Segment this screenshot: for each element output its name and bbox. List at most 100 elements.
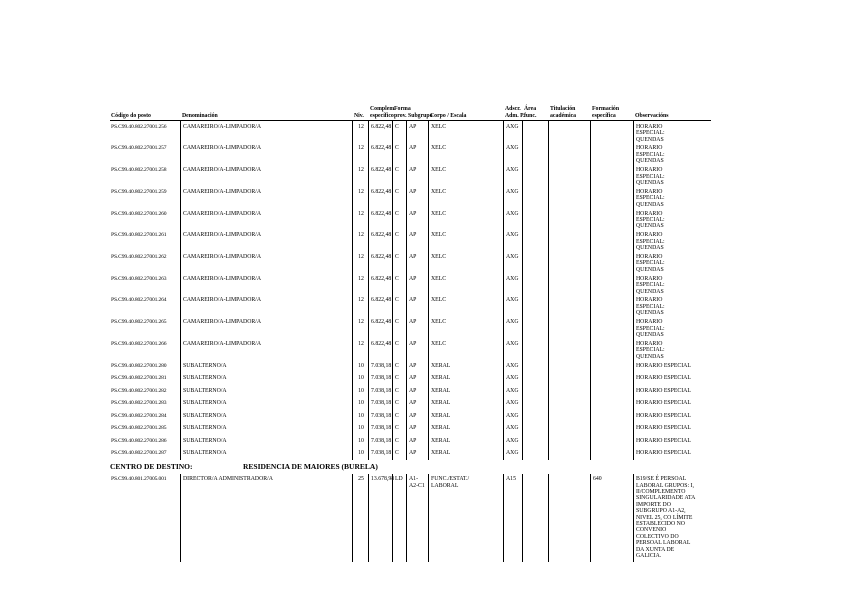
table-row: PS.C99.40.802.27001.257 CAMAREIRO/A-LIMPA… bbox=[110, 142, 711, 165]
cell-area bbox=[522, 397, 548, 411]
cell-complem: 6.822,48 bbox=[368, 273, 392, 295]
cell-formacion bbox=[590, 385, 633, 398]
cell-codigo: PS.C99.40.802.27001.285 bbox=[111, 425, 167, 432]
centro-table-body: PS.C99.40.801.27005.001 DIRECTOR/A ADMINI… bbox=[110, 473, 711, 562]
table-row: PS.C99.40.802.27001.281 SUBALTERNO/A 10 7.0… bbox=[110, 372, 711, 386]
cell-observacions: HORARIO ESPECIAL: QUENDAS bbox=[633, 273, 711, 295]
cell-forma: C bbox=[392, 229, 406, 252]
cell-area bbox=[522, 473, 548, 562]
table-row: PS.C99.40.802.27001.282 SUBALTERNO/A 10 7.0… bbox=[110, 385, 711, 398]
cell-adscr: AXG bbox=[503, 208, 522, 230]
cell-niv: 12 bbox=[352, 121, 368, 143]
cell-denominacion: CAMAREIRO/A-LIMPADOR/A bbox=[180, 338, 352, 361]
cell-forma: C bbox=[392, 208, 406, 230]
cell-niv: 12 bbox=[352, 229, 368, 252]
cell-forma: C bbox=[392, 251, 406, 274]
cell-area bbox=[522, 273, 548, 295]
cell-area bbox=[522, 229, 548, 252]
cell-subgrupo: AP bbox=[406, 410, 428, 423]
column-header-complem: Complem. específico bbox=[370, 106, 396, 119]
cell-corpo: XERAL bbox=[428, 397, 503, 411]
cell-niv: 12 bbox=[352, 251, 368, 274]
column-header-formacion: Formación específica bbox=[592, 106, 620, 119]
cell-adscr: AXG bbox=[503, 447, 522, 461]
cell-area bbox=[522, 338, 548, 361]
cell-denominacion: CAMAREIRO/A-LIMPADOR/A bbox=[180, 121, 352, 143]
cell-formacion bbox=[590, 142, 633, 165]
cell-codigo: PS.C99.40.802.27001.281 bbox=[111, 375, 167, 382]
cell-observacions: HORARIO ESPECIAL: QUENDAS bbox=[633, 316, 711, 339]
cell-titulacion bbox=[548, 121, 590, 143]
cell-area bbox=[522, 316, 548, 339]
cell-titulacion bbox=[548, 422, 590, 436]
cell-codigo: PS.C99.40.802.27001.282 bbox=[111, 387, 167, 394]
cell-codigo: PS.C99.40.802.27001.263 bbox=[111, 275, 167, 282]
cell-denominacion: CAMAREIRO/A-LIMPADOR/A bbox=[180, 294, 352, 317]
cell-corpo: XELC bbox=[428, 229, 503, 252]
cell-adscr: AXG bbox=[503, 186, 522, 209]
cell-corpo: XELC bbox=[428, 316, 503, 339]
table-row: PS.C99.40.802.27001.266 CAMAREIRO/A-LIMPA… bbox=[110, 338, 711, 361]
cell-corpo: XERAL bbox=[428, 410, 503, 423]
cell-adscr: AXG bbox=[503, 316, 522, 339]
cell-denominacion: SUBALTERNO/A bbox=[180, 360, 352, 373]
cell-codigo: PS.C99.40.802.27001.266 bbox=[111, 340, 167, 347]
cell-subgrupo: AP bbox=[406, 121, 428, 143]
table-body: PS.C99.40.802.27001.256 CAMAREIRO/A-LIMPA… bbox=[110, 121, 711, 461]
cell-complem: 7.038,18 bbox=[368, 410, 392, 423]
cell-forma: C bbox=[392, 447, 406, 461]
cell-observacions: HORARIO ESPECIAL: QUENDAS bbox=[633, 186, 711, 209]
table-row: PS.C99.40.802.27001.265 CAMAREIRO/A-LIMPA… bbox=[110, 316, 711, 339]
cell-adscr: AXG bbox=[503, 142, 522, 165]
cell-complem: 7.038,18 bbox=[368, 385, 392, 398]
cell-codigo: PS.C99.40.802.27001.259 bbox=[111, 188, 167, 195]
cell-corpo: XERAL bbox=[428, 385, 503, 398]
cell-corpo: XELC bbox=[428, 164, 503, 187]
cell-adscr: AXG bbox=[503, 435, 522, 448]
cell-subgrupo: AP bbox=[406, 447, 428, 461]
cell-corpo: XELC bbox=[428, 186, 503, 209]
cell-observacions: HORARIO ESPECIAL bbox=[633, 435, 711, 448]
cell-area bbox=[522, 164, 548, 187]
cell-niv: 10 bbox=[352, 397, 368, 411]
cell-corpo: XELC bbox=[428, 142, 503, 165]
cell-titulacion bbox=[548, 316, 590, 339]
cell-observacions: HORARIO ESPECIAL: QUENDAS bbox=[633, 121, 711, 143]
cell-adscr: AXG bbox=[503, 251, 522, 274]
cell-forma: C bbox=[392, 397, 406, 411]
cell-corpo: FUNC./ESTAT./ LABORAL bbox=[428, 473, 503, 562]
cell-titulacion bbox=[548, 273, 590, 295]
cell-area bbox=[522, 121, 548, 143]
cell-complem: 6.822,48 bbox=[368, 338, 392, 361]
cell-adscr: AXG bbox=[503, 294, 522, 317]
cell-corpo: XERAL bbox=[428, 447, 503, 461]
cell-observacions: B19/SE É PERSOAL LABORAL GRUPOS: I, II/C… bbox=[633, 473, 711, 562]
cell-denominacion: CAMAREIRO/A-LIMPADOR/A bbox=[180, 273, 352, 295]
cell-codigo: PS.C99.40.802.27001.264 bbox=[111, 297, 167, 304]
cell-corpo: XERAL bbox=[428, 360, 503, 373]
cell-denominacion: SUBALTERNO/A bbox=[180, 422, 352, 436]
cell-denominacion: SUBALTERNO/A bbox=[180, 372, 352, 386]
cell-area bbox=[522, 385, 548, 398]
cell-adscr: AXG bbox=[503, 410, 522, 423]
cell-complem: 6.822,48 bbox=[368, 251, 392, 274]
cell-codigo: PS.C99.40.802.27001.261 bbox=[111, 232, 167, 239]
cell-formacion bbox=[590, 251, 633, 274]
cell-subgrupo: AP bbox=[406, 316, 428, 339]
cell-subgrupo: AP bbox=[406, 294, 428, 317]
column-header-corpo: Corpo / Escala bbox=[430, 112, 467, 119]
cell-adscr: AXG bbox=[503, 397, 522, 411]
cell-titulacion bbox=[548, 435, 590, 448]
cell-observacions: HORARIO ESPECIAL: QUENDAS bbox=[633, 142, 711, 165]
cell-complem: 7.038,18 bbox=[368, 435, 392, 448]
cell-niv: 25 bbox=[352, 473, 368, 562]
cell-corpo: XELC bbox=[428, 273, 503, 295]
column-header-observacions: Observacións bbox=[635, 112, 669, 119]
cell-subgrupo: AP bbox=[406, 372, 428, 386]
cell-area bbox=[522, 142, 548, 165]
cell-forma: C bbox=[392, 410, 406, 423]
cell-denominacion: SUBALTERNO/A bbox=[180, 385, 352, 398]
cell-area bbox=[522, 208, 548, 230]
cell-observacions: HORARIO ESPECIAL: QUENDAS bbox=[633, 164, 711, 187]
